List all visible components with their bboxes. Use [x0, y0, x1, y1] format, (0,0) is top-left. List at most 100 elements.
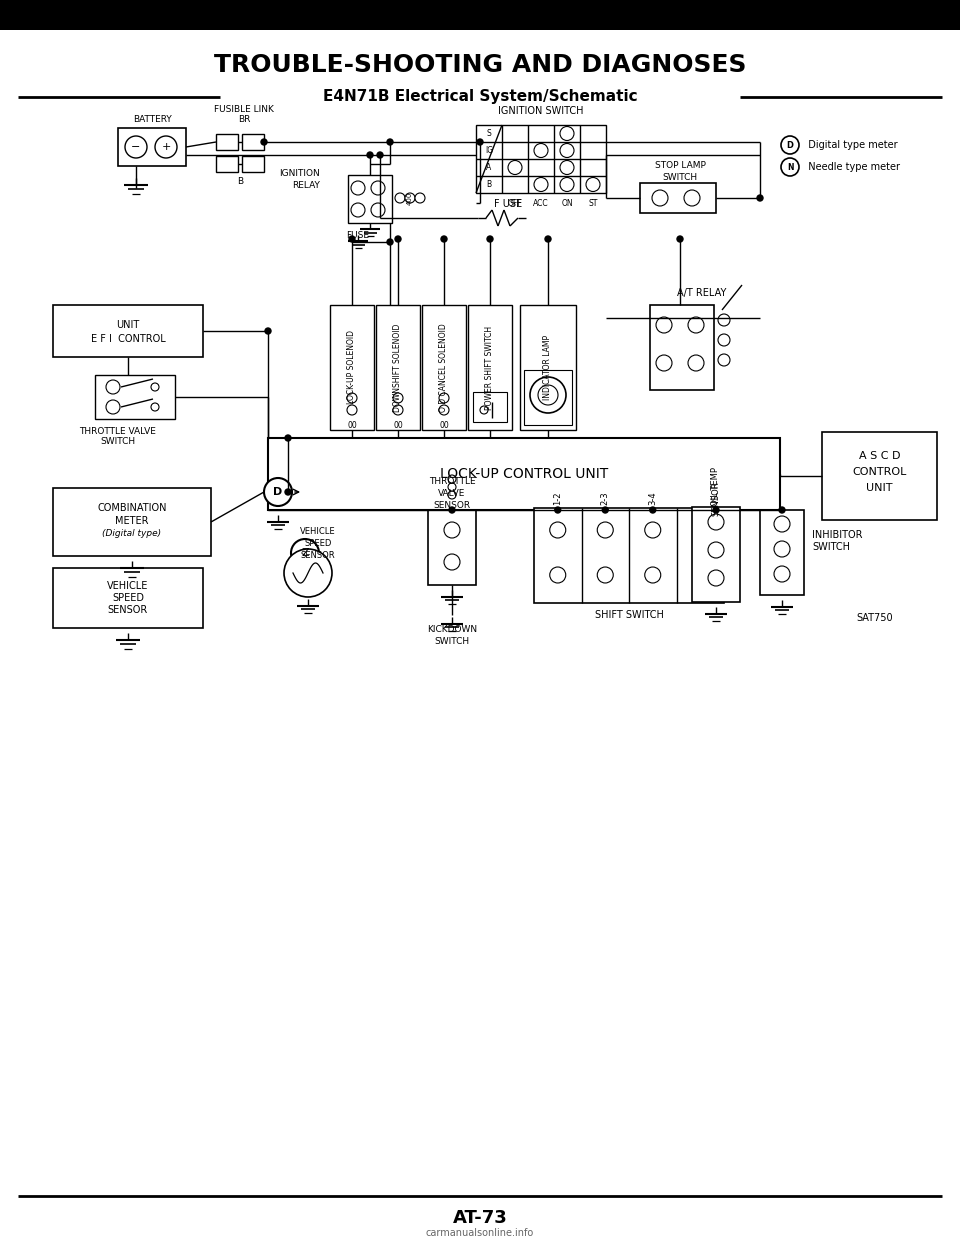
Text: 00: 00: [348, 421, 357, 429]
Text: SWITCH: SWITCH: [812, 542, 850, 552]
Text: OFF: OFF: [508, 199, 522, 207]
Circle shape: [106, 380, 120, 393]
Text: UNIT: UNIT: [866, 483, 893, 493]
Circle shape: [602, 508, 609, 513]
Circle shape: [779, 508, 785, 513]
Circle shape: [395, 194, 405, 204]
Text: A: A: [487, 163, 492, 172]
Circle shape: [684, 190, 700, 206]
Text: BR: BR: [238, 115, 251, 124]
Circle shape: [545, 236, 551, 242]
Circle shape: [645, 567, 660, 583]
Bar: [534, 508, 724, 603]
Bar: [520, 305, 576, 429]
Bar: [640, 182, 716, 213]
Text: SENSOR: SENSOR: [108, 606, 148, 616]
Text: SWITCH: SWITCH: [101, 437, 135, 446]
Circle shape: [530, 377, 566, 413]
Circle shape: [708, 542, 724, 558]
Bar: [692, 508, 740, 602]
Bar: [53, 488, 211, 556]
Bar: [53, 305, 203, 357]
Circle shape: [347, 405, 357, 414]
Circle shape: [393, 393, 403, 403]
Circle shape: [265, 328, 271, 334]
Circle shape: [261, 139, 267, 145]
Text: SENSOR: SENSOR: [711, 482, 721, 516]
Circle shape: [444, 522, 460, 539]
Circle shape: [155, 137, 177, 158]
Circle shape: [439, 405, 449, 414]
Text: Needle type meter: Needle type meter: [802, 163, 900, 172]
Circle shape: [534, 177, 548, 191]
Text: SENSOR: SENSOR: [300, 551, 335, 560]
Text: POWER SHIFT SWITCH: POWER SHIFT SWITCH: [486, 325, 494, 410]
Text: 00: 00: [439, 421, 449, 429]
Circle shape: [264, 478, 292, 506]
Circle shape: [151, 383, 159, 391]
Text: +: +: [161, 141, 171, 151]
Text: OIL TEMP: OIL TEMP: [711, 468, 721, 506]
Text: SPEED: SPEED: [112, 593, 144, 603]
Circle shape: [291, 539, 319, 567]
Circle shape: [285, 436, 291, 441]
Circle shape: [656, 316, 672, 333]
Text: 2-3: 2-3: [601, 491, 610, 505]
Circle shape: [448, 475, 456, 483]
Text: VEHICLE: VEHICLE: [300, 526, 336, 536]
Circle shape: [351, 204, 365, 217]
Circle shape: [757, 195, 763, 201]
Circle shape: [448, 491, 456, 499]
Bar: [216, 134, 238, 150]
Text: Z: Z: [301, 549, 309, 558]
Bar: [95, 375, 175, 419]
Circle shape: [125, 137, 147, 158]
Circle shape: [560, 144, 574, 158]
Circle shape: [106, 400, 120, 414]
Circle shape: [393, 405, 403, 414]
Bar: [760, 510, 804, 594]
Bar: [0, 0, 960, 30]
Bar: [348, 175, 392, 223]
Circle shape: [774, 516, 790, 532]
Bar: [216, 156, 238, 172]
Circle shape: [538, 385, 558, 405]
Circle shape: [645, 522, 660, 539]
Circle shape: [367, 151, 373, 158]
Circle shape: [487, 236, 493, 242]
Text: METER: METER: [115, 516, 149, 526]
Circle shape: [477, 139, 483, 145]
Text: A/T RELAY: A/T RELAY: [678, 288, 727, 298]
Circle shape: [449, 508, 455, 513]
Text: CONTROL: CONTROL: [852, 467, 906, 477]
Circle shape: [534, 144, 548, 158]
Circle shape: [508, 160, 522, 175]
Circle shape: [387, 139, 393, 145]
Text: −: −: [132, 141, 141, 151]
Text: STOP LAMP: STOP LAMP: [655, 160, 706, 170]
Circle shape: [439, 393, 449, 403]
Text: 00: 00: [394, 421, 403, 429]
Text: DOWNSHIFT SOLENOID: DOWNSHIFT SOLENOID: [394, 324, 402, 412]
Text: B: B: [237, 176, 243, 185]
Text: E F I  CONTROL: E F I CONTROL: [90, 334, 165, 344]
Circle shape: [708, 570, 724, 586]
Circle shape: [688, 355, 704, 371]
Circle shape: [151, 403, 159, 411]
Text: VEHICLE: VEHICLE: [108, 581, 149, 591]
Text: Digital type meter: Digital type meter: [802, 140, 898, 150]
Text: SWITCH: SWITCH: [435, 637, 469, 645]
Text: SPEED: SPEED: [304, 539, 332, 547]
Circle shape: [284, 549, 332, 597]
Bar: [422, 305, 466, 429]
Circle shape: [781, 158, 799, 176]
Text: IG: IG: [485, 146, 493, 155]
Text: SENSOR: SENSOR: [433, 500, 470, 510]
Circle shape: [652, 190, 668, 206]
Text: RELAY: RELAY: [292, 180, 320, 190]
Circle shape: [415, 194, 425, 204]
Bar: [473, 392, 507, 422]
Circle shape: [349, 236, 355, 242]
Text: 1-2: 1-2: [553, 491, 563, 505]
Circle shape: [444, 553, 460, 570]
